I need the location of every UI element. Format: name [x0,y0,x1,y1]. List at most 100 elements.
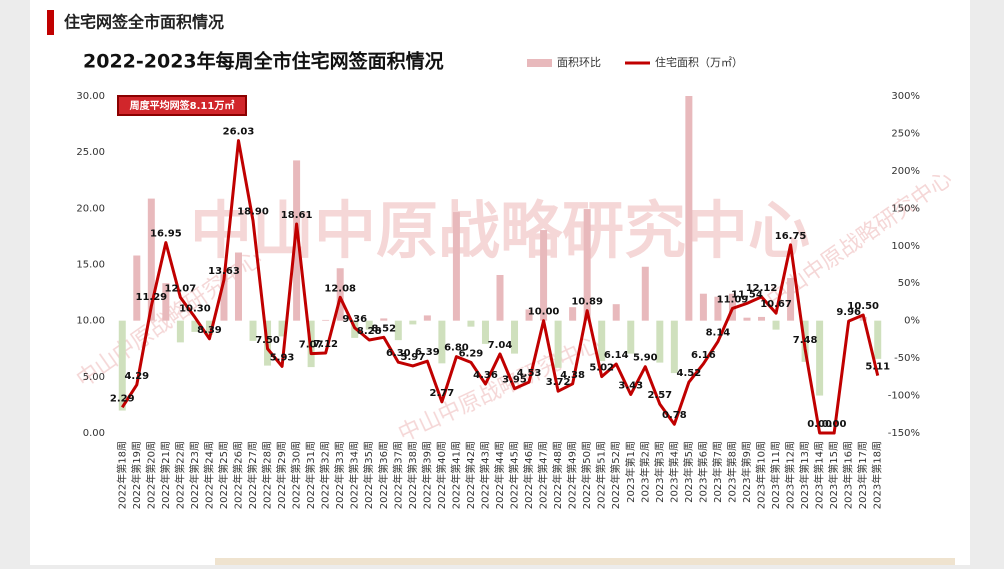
x-tick-label: 2023年第7周 [711,441,724,503]
y2-tick-label: 0% [904,316,920,327]
data-label: 4.53 [517,368,542,379]
bar [234,252,242,321]
data-label: 8.52 [371,323,396,334]
data-label: 5.11 [865,362,890,373]
data-label: 6.29 [459,348,484,359]
y-tick-label: 0.00 [83,428,105,439]
x-tick-label: 2022年第34周 [348,441,361,509]
bar [758,316,766,321]
bar [467,320,475,327]
x-tick-label: 2022年第24周 [202,441,215,509]
bar [438,320,446,364]
data-label: 5.93 [270,352,295,363]
data-label: 7.12 [313,339,338,350]
data-label: 6.30 [386,348,411,359]
data-label: 11.54 [731,289,763,300]
data-label: 16.95 [150,229,182,240]
x-tick-label: 2022年第27周 [246,441,259,509]
watermark: 中山中原战略研究中心 [190,194,810,267]
data-label: 6.14 [604,350,629,361]
y-tick-label: 20.00 [76,203,105,214]
bar [293,160,301,321]
bar [598,320,606,362]
x-tick-label: 2022年第44周 [493,441,506,509]
data-label: 12.07 [165,283,197,294]
y-tick-label: 10.00 [76,316,105,327]
bar [612,304,620,321]
data-label: 4.52 [677,368,702,379]
data-label: 7.48 [793,335,818,346]
x-tick-label: 2022年第19周 [130,441,143,509]
footer-strip [215,558,955,565]
bar [409,320,417,325]
bar [191,320,199,332]
bar [205,320,213,335]
x-tick-label: 2023年第18周 [871,441,884,509]
x-tick-label: 2022年第36周 [377,441,390,509]
data-label: 10.89 [571,297,603,308]
bar [322,319,330,321]
data-label: 8.14 [706,328,731,339]
data-label: 3.72 [546,377,571,388]
bar [496,274,504,321]
legend-swatch [527,59,552,67]
y-tick-label: 25.00 [76,147,105,158]
data-label: 0.00 [807,419,832,430]
data-label: 26.03 [223,127,255,138]
data-label: 6.80 [444,343,469,354]
bar [249,320,257,341]
data-label: 4.38 [560,370,585,381]
x-tick-label: 2023年第15周 [827,441,840,509]
x-tick-label: 2022年第18周 [115,441,128,509]
bar [554,320,562,368]
data-label: 7.04 [488,340,513,351]
chart-title: 2022-2023年每周全市住宅网签面积情况 [83,50,444,73]
bar [176,320,184,343]
bar [452,212,460,321]
bar [133,255,141,321]
data-label: 2.57 [647,390,672,401]
data-label: 18.90 [237,207,269,218]
bar [816,320,824,396]
x-tick-label: 2022年第20周 [144,441,157,509]
x-tick-label: 2023年第16周 [842,441,855,509]
x-tick-label: 2023年第10周 [755,441,768,509]
header: 住宅网签全市面积情况 [64,13,224,32]
data-label: 6.16 [691,350,716,361]
data-label: 11.29 [136,292,168,303]
x-tick-label: 2022年第22周 [173,441,186,509]
bar [162,283,170,321]
data-label: 5.02 [589,363,614,374]
x-tick-label: 2022年第48周 [551,441,564,509]
data-label: 18.61 [281,210,313,221]
data-label: 9.96 [836,307,861,318]
x-tick-label: 2022年第38周 [406,441,419,509]
x-tick-label: 2022年第41周 [449,441,462,509]
bar [511,320,519,354]
x-tick-label: 2022年第50周 [580,441,593,509]
data-label: 13.63 [208,266,240,277]
bar [714,296,722,321]
data-label: 10.50 [847,301,879,312]
bar [380,318,388,321]
annotation-box [117,95,247,116]
line [121,139,880,435]
y2-tick-label: 150% [891,203,920,214]
bar [278,320,286,337]
data-label: 10.67 [760,299,792,310]
y2-tick-label: 250% [891,128,920,139]
bar [220,274,228,321]
data-label: 3.43 [618,380,643,391]
x-tick-label: 2023年第6周 [696,441,709,503]
bar [583,209,591,321]
data-label: 2.29 [110,393,135,404]
x-tick-label: 2022年第46周 [522,441,535,509]
data-label: 7.50 [255,335,280,346]
x-tick-label: 2022年第49周 [566,441,579,509]
bar [743,317,751,321]
x-tick-label: 2022年第37周 [391,441,404,509]
bar [772,320,780,330]
x-tick-label: 2022年第30周 [290,441,303,509]
data-label: 5.90 [633,353,658,364]
